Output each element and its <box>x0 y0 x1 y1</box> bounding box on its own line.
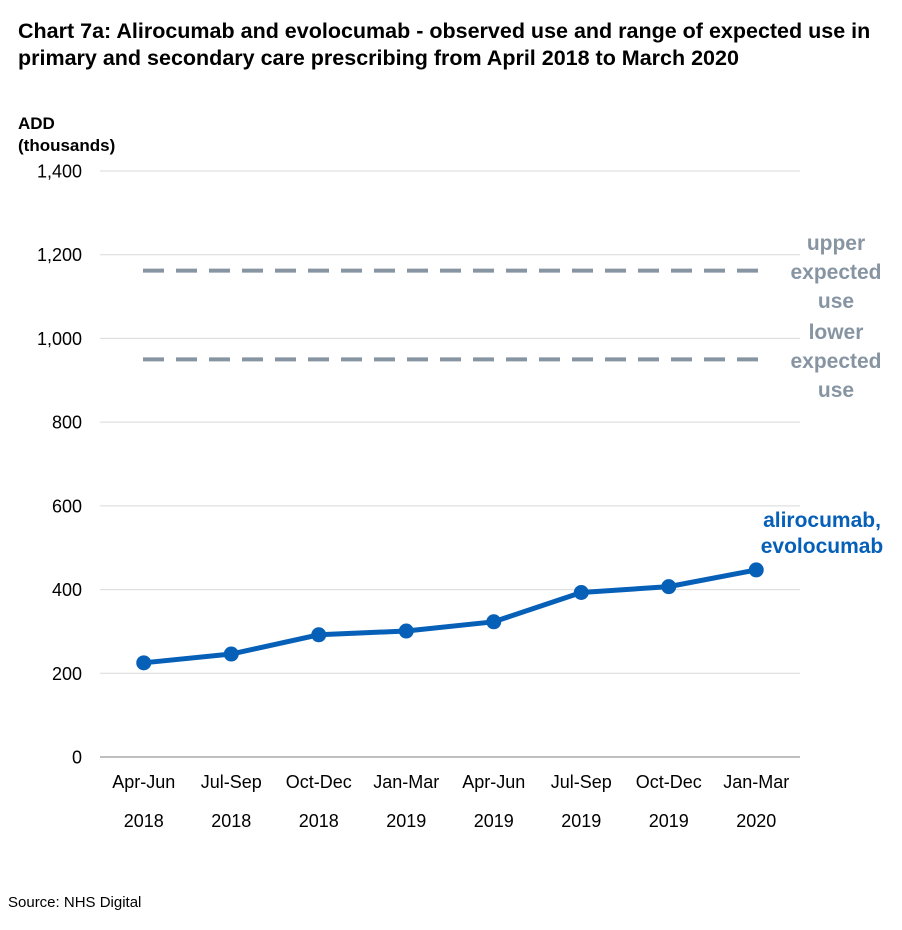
x-tick-label: Jul-Sep <box>201 772 262 792</box>
x-axis-ticks: Apr-Jun 2018 Jul-Sep 2018 Oct-Dec 2018 Jan-Mar… <box>112 772 789 831</box>
x-tick-year-label: 2019 <box>561 811 601 831</box>
x-tick-year-label: 2019 <box>386 811 426 831</box>
data-point <box>573 585 589 601</box>
x-tick-label: Oct-Dec <box>636 772 702 792</box>
y-tick-label: 200 <box>52 664 82 684</box>
source-note: Source: NHS Digital <box>8 894 142 911</box>
x-tick-label: Apr-Jun <box>462 772 525 792</box>
data-point <box>311 627 327 643</box>
y-tick-label: 1,400 <box>37 162 82 182</box>
line-chart: 0 200 400 600 800 1,000 1,200 1,400 Apr-Jun 2018… <box>37 162 884 832</box>
gridlines <box>100 170 800 758</box>
data-point <box>661 579 677 595</box>
y-tick-label: 1,200 <box>37 245 82 265</box>
x-tick-year-label: 2018 <box>211 811 251 831</box>
data-point <box>748 562 764 578</box>
x-tick-label: Jul-Sep <box>551 772 612 792</box>
data-point <box>398 623 414 639</box>
series-label: alirocumab, <box>763 509 881 532</box>
y-tick-label: 1,000 <box>37 329 82 349</box>
reference-line-label: use <box>818 290 854 313</box>
data-point <box>486 614 502 630</box>
y-tick-label: 400 <box>52 580 82 600</box>
x-tick-label: Jan-Mar <box>723 772 789 792</box>
x-tick-label: Oct-Dec <box>286 772 352 792</box>
data-point <box>223 646 239 662</box>
y-tick-label: 600 <box>52 496 82 516</box>
chart-title: Chart 7a: Alirocumab and evolocumab - ob… <box>18 19 871 70</box>
data-point <box>136 655 152 671</box>
x-tick-year-label: 2019 <box>649 811 689 831</box>
y-axis-label-line-1: ADD <box>18 114 55 133</box>
y-axis-label-line-2: (thousands) <box>18 136 116 155</box>
y-tick-label: 800 <box>52 413 82 433</box>
series-group: alirocumab, evolocumab <box>136 509 884 671</box>
y-axis-ticks: 0 200 400 600 800 1,000 1,200 1,400 <box>37 162 82 768</box>
reference-line-label: expected <box>790 261 881 284</box>
series-label: evolocumab <box>761 535 884 558</box>
y-axis-label: ADD (thousands) <box>18 113 115 157</box>
x-tick-label: Jan-Mar <box>373 772 439 792</box>
reference-line-label: use <box>818 379 854 402</box>
x-tick-year-label: 2020 <box>736 811 776 831</box>
reference-line-label: expected <box>790 350 881 373</box>
x-tick-year-label: 2018 <box>299 811 339 831</box>
y-tick-label: 0 <box>72 748 82 768</box>
series-line <box>143 567 757 666</box>
reference-lines: upper expected use lower expected use <box>143 232 882 402</box>
reference-line-label: lower <box>809 321 864 344</box>
x-tick-label: Apr-Jun <box>112 772 175 792</box>
reference-line-label: upper <box>807 232 865 255</box>
x-tick-year-label: 2019 <box>474 811 514 831</box>
x-tick-year-label: 2018 <box>124 811 164 831</box>
